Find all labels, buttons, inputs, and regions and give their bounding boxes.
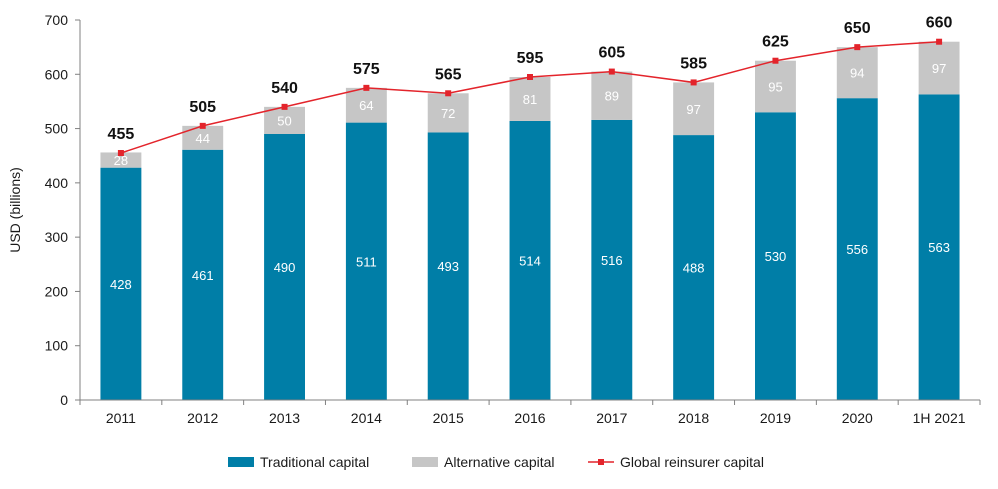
bar-traditional-label: 488	[683, 261, 705, 276]
x-axis: 2011 2012 2013 2014 2015 2016 2017 2018 2019 2020…	[79, 399, 981, 426]
total-label: 455	[108, 126, 135, 143]
bar-alternative-label: 64	[359, 98, 373, 113]
x-tick-label: 2020	[842, 410, 873, 426]
x-tick-label: 2017	[596, 410, 627, 426]
bar-alternative	[345, 87, 387, 123]
y-axis: 0 100 200 300 400 500 600 700	[45, 12, 81, 408]
legend-label: Traditional capital	[260, 454, 369, 470]
bar-alternative	[673, 82, 715, 136]
y-tick-label: 400	[45, 175, 69, 191]
bar-traditional-label: 563	[928, 240, 950, 255]
bar-alternative-label: 97	[932, 61, 946, 76]
bar-traditional	[182, 149, 224, 400]
total-label: 585	[680, 55, 707, 72]
bar-traditional-label: 556	[846, 242, 868, 257]
bar-traditional-label: 461	[192, 268, 214, 283]
bar-traditional-label: 493	[437, 259, 459, 274]
bar-traditional	[673, 135, 715, 401]
bar-alternative	[836, 47, 878, 99]
bar-traditional	[427, 132, 469, 400]
total-point	[199, 122, 206, 129]
total-point	[527, 74, 533, 80]
y-axis-label: USD (billions)	[7, 167, 23, 253]
x-tick-label: 2011	[106, 410, 136, 426]
total-point	[772, 57, 779, 64]
bar-traditional	[836, 98, 878, 401]
total-line: 455 505 540 575 565 595 605 585 625 650 660	[108, 15, 953, 156]
bar-traditional-label: 511	[356, 254, 377, 269]
x-tick-label: 2018	[678, 410, 709, 426]
bar-traditional-label: 530	[765, 249, 787, 264]
bar-alternative	[755, 60, 796, 113]
bar-alternative	[509, 77, 551, 121]
total-point	[363, 84, 370, 91]
total-point	[445, 90, 452, 97]
x-tick-label: 2014	[351, 410, 382, 426]
bar-traditional	[509, 120, 551, 400]
bar-alternative	[264, 106, 305, 134]
legend: Traditional capital Alternative capital Gl…	[228, 454, 764, 470]
legend-swatch-marker	[598, 459, 604, 465]
y-tick-label: 100	[45, 338, 69, 354]
total-point	[117, 150, 124, 156]
bar-traditional	[591, 119, 633, 400]
bars: 428 28 461 44 490 50 511 64 493 72 514 81 516 89 488 97…	[100, 41, 960, 401]
legend-label: Alternative capital	[444, 454, 555, 470]
total-label: 595	[517, 50, 544, 67]
x-tick-label: 2016	[514, 410, 545, 426]
bar-alternative	[591, 71, 633, 120]
bar-traditional	[100, 167, 142, 400]
y-tick-label: 300	[45, 229, 69, 245]
total-label: 565	[435, 66, 462, 83]
x-tick-label: 1H 2021	[913, 410, 966, 426]
x-tick-label: 2013	[269, 410, 300, 426]
y-tick-label: 500	[45, 121, 69, 137]
total-label: 625	[762, 34, 789, 51]
bar-alternative-label: 50	[277, 113, 291, 128]
total-point	[281, 103, 288, 110]
y-tick-label: 200	[45, 283, 69, 299]
total-point	[936, 38, 943, 45]
total-point	[690, 79, 697, 86]
total-label: 605	[598, 45, 625, 62]
bar-alternative	[100, 152, 142, 168]
bar-alternative-label: 44	[195, 131, 209, 146]
bar-traditional-label: 516	[601, 253, 623, 268]
bar-traditional-label: 490	[274, 260, 296, 275]
total-point	[608, 68, 615, 75]
total-label: 505	[189, 99, 216, 116]
legend-swatch	[228, 457, 254, 467]
total-point	[854, 44, 861, 51]
bar-traditional	[918, 94, 960, 400]
total-label: 650	[844, 20, 871, 37]
bar-alternative-label: 28	[114, 153, 128, 168]
total-label: 660	[926, 15, 953, 32]
bar-alternative	[918, 41, 960, 95]
legend-swatch	[412, 457, 438, 467]
x-tick-label: 2015	[433, 410, 464, 426]
bar-traditional	[755, 112, 796, 401]
x-tick-label: 2012	[187, 410, 218, 426]
total-label: 540	[271, 80, 298, 97]
y-tick-label: 0	[60, 392, 68, 408]
y-tick-label: 600	[45, 66, 69, 82]
bar-alternative	[427, 93, 469, 133]
bar-alternative-label: 97	[686, 102, 700, 117]
bar-traditional-label: 514	[519, 253, 541, 268]
bar-traditional-label: 428	[110, 277, 132, 292]
legend-label: Global reinsurer capital	[620, 454, 764, 470]
total-label: 575	[353, 61, 380, 78]
bar-traditional	[264, 134, 305, 400]
bar-traditional	[345, 122, 387, 400]
bar-alternative-label: 72	[441, 106, 455, 121]
bar-alternative-label: 81	[523, 92, 537, 107]
bar-alternative-label: 95	[768, 80, 782, 95]
bar-alternative-label: 89	[605, 89, 619, 104]
bar-alternative-label: 94	[850, 66, 864, 81]
bar-alternative	[182, 125, 224, 150]
x-tick-label: 2019	[760, 410, 791, 426]
y-tick-label: 700	[45, 12, 69, 28]
